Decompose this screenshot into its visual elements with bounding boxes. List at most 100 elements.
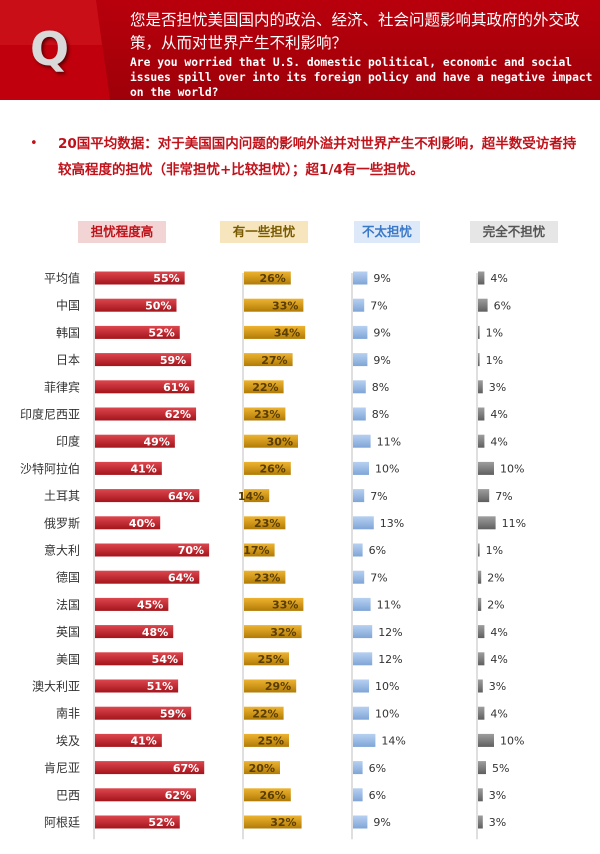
bar-none: [478, 652, 485, 666]
bar-none: [478, 516, 496, 530]
bar-some: [244, 298, 304, 312]
bar-high: [95, 298, 177, 312]
data-label-high: 49%: [144, 435, 170, 448]
data-label-some: 23%: [254, 571, 280, 584]
question-zh: 您是否担忧美国国内的政治、经济、社会问题影响其政府的外交政策，从而对世界产生不利…: [130, 11, 580, 52]
category-label: 土耳其: [44, 489, 80, 503]
category-label: 中国: [56, 298, 80, 313]
bar-some: [244, 815, 302, 829]
data-label-some: 17%: [243, 544, 269, 557]
bar-none: [478, 353, 480, 367]
bar-high: [95, 652, 184, 666]
data-label-some: 22%: [252, 707, 278, 720]
bar-none: [478, 489, 490, 503]
bar-some: [244, 489, 270, 503]
category-label: 印度: [56, 434, 80, 449]
data-label-some: 27%: [261, 354, 287, 367]
bar-high: [95, 407, 197, 421]
bar-high: [95, 570, 200, 584]
bar-notmuch: [353, 516, 374, 530]
bar-high: [95, 271, 185, 285]
bar-none: [478, 380, 483, 394]
data-label-high: 51%: [147, 680, 173, 693]
category-label: 意大利: [44, 543, 80, 558]
bar-high: [95, 325, 180, 339]
data-label-none: 4%: [490, 707, 507, 720]
bar-none: [478, 570, 482, 584]
data-label-none: 6%: [494, 299, 511, 312]
category-label: 俄罗斯: [44, 516, 80, 530]
bar-some: [244, 733, 289, 747]
data-label-high: 55%: [153, 272, 179, 285]
data-label-some: 26%: [259, 463, 285, 476]
bar-notmuch: [353, 543, 363, 557]
data-label-some: 30%: [267, 435, 293, 448]
bar-none: [478, 271, 485, 285]
data-label-high: 67%: [173, 762, 199, 775]
data-label-some: 14%: [238, 490, 264, 503]
data-label-some: 33%: [272, 299, 298, 312]
bar-none: [478, 461, 494, 475]
data-label-some: 23%: [254, 517, 280, 530]
q-badge: Q: [0, 0, 110, 100]
category-label: 韩国: [56, 325, 80, 340]
data-label-some: 22%: [252, 381, 278, 394]
bar-some: [244, 761, 280, 775]
data-label-high: 70%: [178, 544, 204, 557]
bar-some: [244, 706, 284, 720]
data-label-none: 3%: [489, 381, 506, 394]
bar-notmuch: [353, 733, 376, 747]
bar-notmuch: [353, 353, 368, 367]
bar-none: [478, 761, 486, 775]
legend-some: 有一些担忧: [220, 221, 308, 243]
bar-some: [244, 461, 291, 475]
bar-none: [478, 706, 485, 720]
data-label-none: 1%: [486, 354, 503, 367]
bar-some: [244, 570, 286, 584]
bar-high: [95, 625, 174, 639]
category-label: 埃及: [56, 734, 80, 748]
data-label-high: 54%: [152, 653, 178, 666]
bar-high: [95, 516, 161, 530]
data-label-high: 64%: [168, 490, 194, 503]
bar-notmuch: [353, 570, 365, 584]
bar-some: [244, 652, 289, 666]
data-label-notmuch: 8%: [372, 381, 389, 394]
bar-none: [478, 815, 483, 829]
data-label-high: 41%: [130, 735, 156, 748]
bar-notmuch: [353, 706, 369, 720]
bar-notmuch: [353, 434, 371, 448]
bar-none: [478, 325, 480, 339]
data-label-notmuch: 11%: [377, 599, 401, 612]
data-label-high: 59%: [160, 354, 186, 367]
data-label-none: 10%: [500, 735, 524, 748]
data-label-none: 7%: [495, 490, 512, 503]
data-label-high: 40%: [129, 517, 155, 530]
bar-high: [95, 489, 200, 503]
data-label-some: 32%: [270, 626, 296, 639]
category-label: 阿根廷: [44, 816, 80, 830]
data-label-notmuch: 11%: [377, 435, 401, 448]
category-label: 美国: [56, 652, 80, 666]
category-label: 德国: [56, 570, 80, 585]
bar-some: [244, 516, 286, 530]
data-label-none: 4%: [490, 626, 507, 639]
bar-high: [95, 815, 180, 829]
data-label-notmuch: 12%: [378, 653, 402, 666]
bar-notmuch: [353, 652, 373, 666]
data-label-some: 25%: [258, 735, 284, 748]
data-label-some: 26%: [259, 272, 285, 285]
summary-bullet: •: [30, 136, 38, 151]
data-label-none: 2%: [487, 571, 504, 584]
bar-high: [95, 461, 162, 475]
question-header: Q 您是否担忧美国国内的政治、经济、社会问题影响其政府的外交政策，从而对世界产生…: [0, 0, 600, 100]
category-label: 巴西: [56, 788, 80, 802]
category-label: 平均值: [44, 271, 80, 286]
bar-notmuch: [353, 271, 368, 285]
data-label-notmuch: 10%: [375, 680, 399, 693]
bar-none: [478, 298, 488, 312]
legend-none: 完全不担忧: [470, 221, 558, 243]
data-label-none: 10%: [500, 463, 524, 476]
data-label-high: 62%: [165, 408, 191, 421]
data-label-none: 1%: [486, 544, 503, 557]
